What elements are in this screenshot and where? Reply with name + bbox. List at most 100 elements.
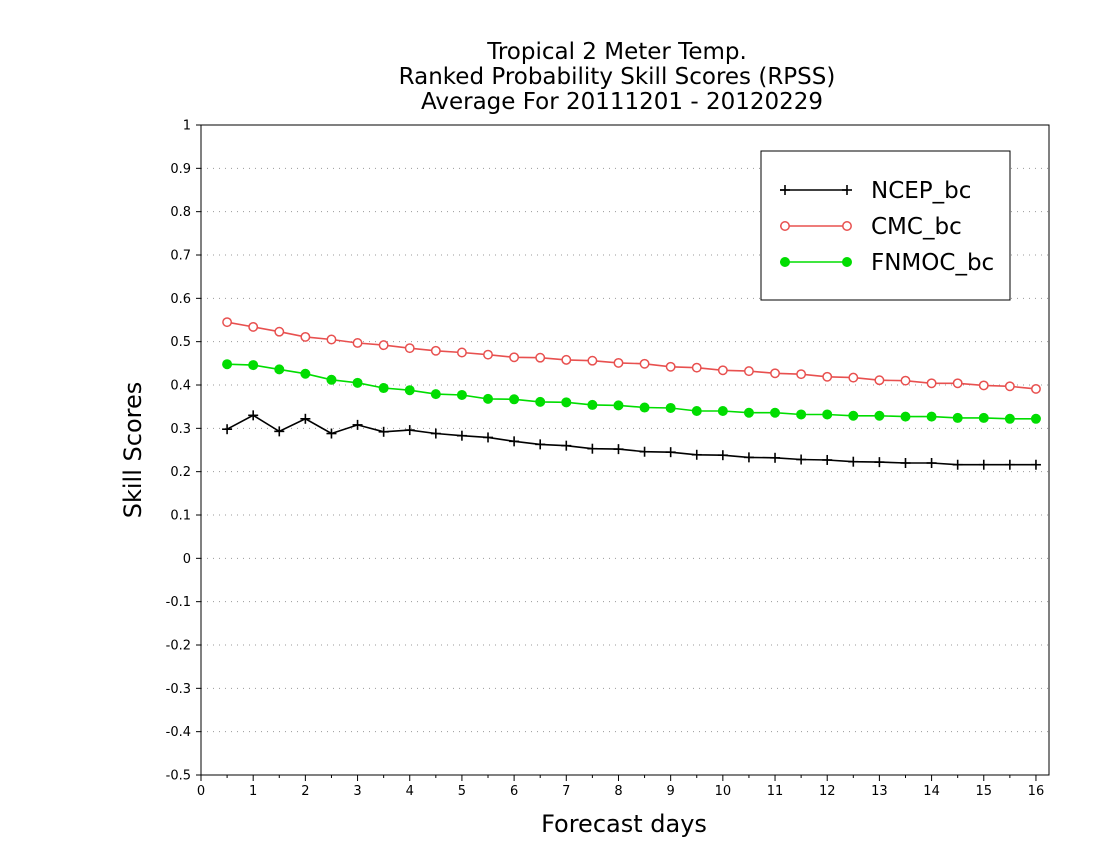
series-line [226, 414, 1036, 466]
x-tick-label: 4 [406, 784, 414, 799]
data-point [326, 334, 337, 345]
data-point [248, 321, 259, 332]
x-tick-label: 0 [197, 784, 205, 799]
data-point [300, 413, 311, 424]
data-point [587, 355, 598, 366]
data-point [613, 357, 624, 368]
data-point [780, 257, 790, 267]
y-tick-label: 0.1 [170, 509, 191, 524]
data-point [561, 440, 572, 451]
x-tick-label: 10 [715, 784, 732, 799]
data-point [717, 365, 728, 376]
data-point [900, 411, 911, 422]
y-tick-label: 0.6 [170, 292, 191, 307]
legend-label: CMC_bc [871, 214, 962, 240]
y-tick-label: 0.4 [170, 379, 191, 394]
data-point [274, 426, 285, 437]
data-point [743, 366, 754, 377]
y-tick-label: -0.2 [166, 639, 191, 654]
data-point [770, 452, 781, 463]
data-point [1004, 459, 1015, 470]
series-cmc-bc [222, 317, 1041, 394]
y-tick-label: 0 [183, 552, 191, 567]
data-point [780, 185, 790, 195]
data-point [822, 371, 833, 382]
legend-label: FNMOC_bc [871, 250, 994, 276]
data-point [743, 452, 754, 463]
x-axis-label: Forecast days [541, 810, 707, 838]
legend-entry-fnmoc-bc: FNMOC_bc [780, 250, 994, 276]
x-tick-label: 7 [562, 784, 570, 799]
data-point [770, 368, 780, 379]
data-point [848, 456, 859, 467]
data-point [770, 407, 781, 418]
data-point [822, 409, 833, 420]
data-point [587, 443, 598, 454]
x-tick-label: 15 [975, 784, 992, 799]
data-point [430, 428, 441, 439]
series-ncep-bc [222, 410, 1041, 470]
data-point [848, 372, 859, 383]
y-tick-label: 0.3 [170, 422, 191, 437]
data-point [274, 326, 285, 337]
series-line [227, 363, 1036, 420]
data-point [665, 402, 676, 413]
data-point [430, 345, 441, 356]
data-point [848, 410, 859, 421]
title-line-3: Average For 20111201 - 20120229 [421, 89, 823, 115]
data-point [926, 411, 937, 422]
data-point [639, 358, 650, 369]
data-point [952, 378, 963, 389]
x-tick-label: 8 [614, 784, 622, 799]
data-point [404, 343, 415, 354]
data-point [780, 221, 790, 231]
data-point [483, 349, 493, 360]
data-point [509, 394, 520, 405]
x-tick-label: 6 [510, 784, 518, 799]
data-point [665, 447, 676, 458]
data-point [326, 428, 337, 439]
data-point [456, 430, 467, 441]
y-tick-label: 0.2 [170, 465, 191, 480]
legend-entry-cmc-bc: CMC_bc [780, 214, 962, 240]
data-point [639, 402, 650, 413]
data-point [842, 185, 852, 195]
y-tick-label: 0.9 [170, 162, 191, 177]
x-tick-label: 16 [1028, 784, 1045, 799]
data-point [1031, 383, 1041, 394]
data-point [691, 362, 702, 373]
data-point [665, 361, 676, 372]
data-point [352, 377, 363, 388]
data-point [796, 409, 807, 420]
x-tick-label: 2 [301, 784, 309, 799]
plot-series [222, 317, 1041, 470]
plot-frame [200, 124, 1050, 776]
y-tick-label: -0.3 [166, 682, 191, 697]
data-point [743, 407, 754, 418]
data-point [842, 221, 852, 231]
data-point [978, 380, 989, 391]
data-point [978, 412, 989, 423]
x-tick-label: 11 [767, 784, 784, 799]
chart-title: Tropical 2 Meter Temp. Ranked Probabilit… [399, 39, 836, 115]
data-point [900, 458, 911, 468]
data-point [587, 399, 598, 410]
x-tick-label: 1 [249, 784, 257, 799]
data-point [796, 369, 807, 380]
data-point [248, 410, 259, 421]
data-point [404, 385, 415, 396]
y-tick-label: -0.5 [166, 769, 191, 784]
x-tick-label: 12 [819, 784, 836, 799]
data-point [874, 410, 885, 421]
data-point [952, 459, 963, 470]
legend-entry-ncep-bc: NCEP_bc [780, 178, 971, 204]
data-point [483, 393, 494, 404]
data-point [691, 406, 702, 416]
data-point [326, 374, 337, 385]
x-tick-label: 13 [871, 784, 888, 799]
data-point [639, 446, 650, 457]
data-point [822, 454, 833, 465]
data-point [535, 352, 546, 363]
data-point [378, 426, 389, 437]
